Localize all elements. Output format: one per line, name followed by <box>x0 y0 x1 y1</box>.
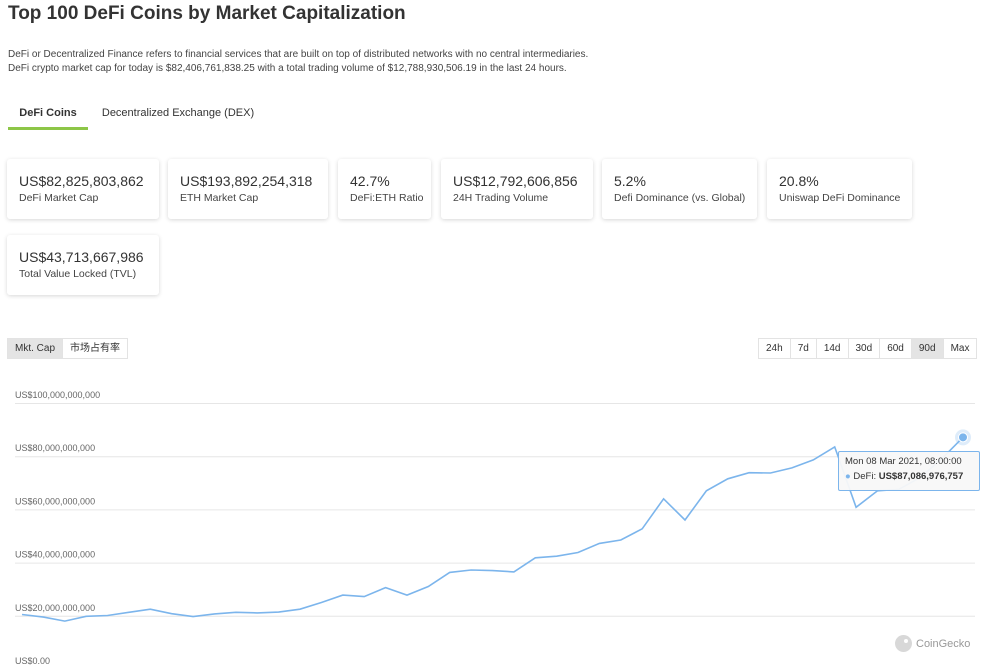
time-range-selector: 24h 7d 14d 30d 60d 90d Max <box>758 338 978 359</box>
stat-card-total-value-locked: US$43,713,667,986 Total Value Locked (TV… <box>7 235 159 295</box>
hover-point[interactable] <box>958 432 968 443</box>
market-share-button[interactable]: 市场占有率 <box>62 338 129 359</box>
page-title: Top 100 DeFi Coins by Market Capitalizat… <box>8 3 406 24</box>
stat-value: US$12,792,606,856 <box>453 173 578 189</box>
stat-card-defi-dominance: 5.2% Defi Dominance (vs. Global) <box>602 159 757 219</box>
y-tick-label: US$20,000,000,000 <box>15 603 95 613</box>
tooltip-date: Mon 08 Mar 2021, 08:00:00 <box>845 456 962 467</box>
tab-defi-coins[interactable]: DeFi Coins <box>8 100 88 130</box>
series-line-defi <box>21 436 964 622</box>
watermark-text: CoinGecko <box>916 637 971 650</box>
series-dot-icon: ● <box>845 471 851 482</box>
stat-label: 24H Trading Volume <box>453 192 549 204</box>
stat-card-defi-eth-ratio: 42.7% DeFi:ETH Ratio <box>338 159 431 219</box>
range-24h-button[interactable]: 24h <box>758 338 791 359</box>
stat-label: Uniswap DeFi Dominance <box>779 192 901 204</box>
range-30d-button[interactable]: 30d <box>847 338 881 359</box>
stat-label: Defi Dominance (vs. Global) <box>614 192 746 204</box>
stat-value: 20.8% <box>779 173 819 189</box>
stat-value: US$193,892,254,318 <box>180 173 313 189</box>
stat-value: 5.2% <box>614 173 646 189</box>
y-tick-label: US$60,000,000,000 <box>15 496 95 506</box>
mkt-cap-button[interactable]: Mkt. Cap <box>7 338 64 359</box>
range-max-button[interactable]: Max <box>942 338 978 359</box>
stat-card-eth-market-cap: US$193,892,254,318 ETH Market Cap <box>168 159 328 219</box>
tab-decentralized-exchange[interactable]: Decentralized Exchange (DEX) <box>101 107 255 119</box>
stat-label: DeFi Market Cap <box>19 192 99 204</box>
chart-tooltip: Mon 08 Mar 2021, 08:00:00 ● DeFi: US$87,… <box>838 451 980 491</box>
stat-value: US$43,713,667,986 <box>19 249 144 265</box>
page-description-2: DeFi crypto market cap for today is $82,… <box>8 63 567 74</box>
coingecko-watermark: CoinGecko <box>895 635 970 652</box>
stat-card-uniswap-dominance: 20.8% Uniswap DeFi Dominance <box>767 159 912 219</box>
stat-value: 42.7% <box>350 173 390 189</box>
y-tick-label: US$40,000,000,000 <box>15 550 95 560</box>
range-60d-button[interactable]: 60d <box>879 338 912 359</box>
stat-value: US$82,825,803,862 <box>19 173 144 189</box>
coingecko-logo-icon <box>895 635 912 652</box>
range-7d-button[interactable]: 7d <box>789 338 817 359</box>
tooltip-series-name: DeFi: <box>853 471 877 482</box>
y-tick-label: US$100,000,000,000 <box>15 390 100 400</box>
stat-label: Total Value Locked (TVL) <box>19 268 137 280</box>
market-cap-line-chart[interactable]: US$0.00 US$20,000,000,000 US$40,000,000,00… <box>0 385 1000 665</box>
stat-label: DeFi:ETH Ratio <box>350 192 424 204</box>
stat-card-defi-market-cap: US$82,825,803,862 DeFi Market Cap <box>7 159 159 219</box>
chart-type-toggle: Mkt. Cap 市场占有率 <box>7 338 129 359</box>
y-tick-label: US$80,000,000,000 <box>15 443 95 453</box>
stat-card-trading-volume: US$12,792,606,856 24H Trading Volume <box>441 159 593 219</box>
range-14d-button[interactable]: 14d <box>815 338 849 359</box>
y-tick-label: US$0.00 <box>15 656 50 665</box>
tooltip-value: US$87,086,976,757 <box>878 471 964 482</box>
page-description-1: DeFi or Decentralized Finance refers to … <box>8 49 589 60</box>
stat-label: ETH Market Cap <box>180 192 259 204</box>
range-90d-button[interactable]: 90d <box>910 338 944 359</box>
category-tabs: DeFi Coins Decentralized Exchange (DEX) <box>8 100 328 130</box>
